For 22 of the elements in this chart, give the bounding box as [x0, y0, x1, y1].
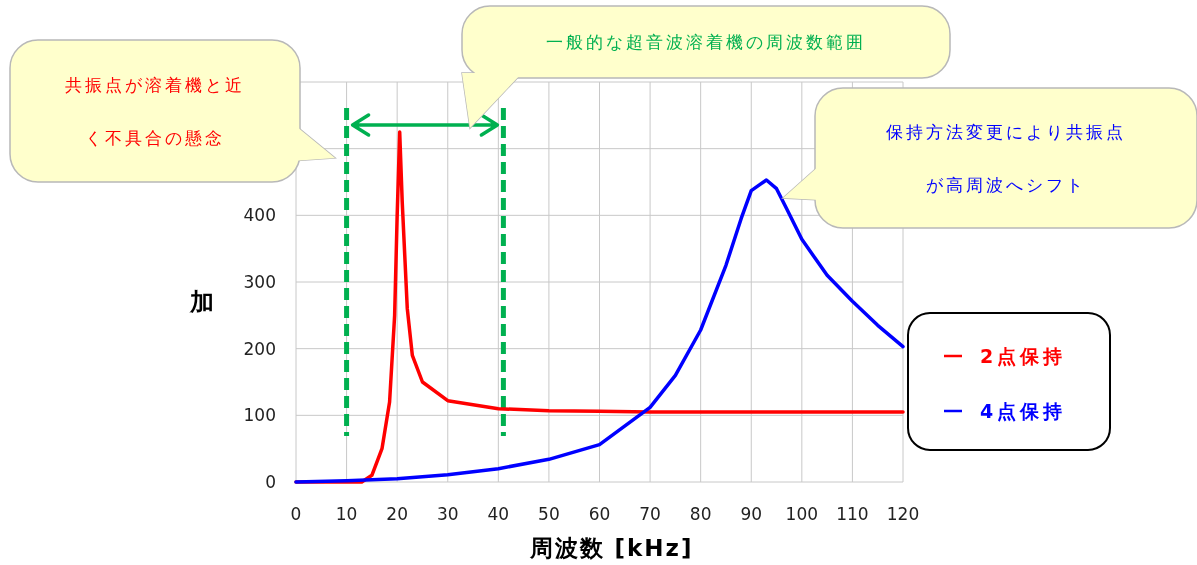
x-tick-label: 110	[836, 504, 869, 524]
x-tick-label: 60	[588, 504, 611, 524]
x-tick-label: 120	[886, 504, 920, 524]
y-axis-title: 加	[189, 288, 214, 316]
x-tick-label: 80	[689, 504, 712, 524]
x-tick-label: 70	[639, 504, 661, 524]
x-tick-label: 10	[335, 504, 358, 524]
y-tick-label: 300	[243, 272, 276, 292]
x-tick-label: 30	[436, 504, 459, 524]
legend-label: 4点保持	[980, 400, 1067, 422]
x-tick-label: 90	[740, 504, 763, 524]
y-tick-label: 200	[243, 338, 276, 359]
y-tick-label: 0	[265, 472, 276, 492]
x-tick-label: 100	[785, 504, 819, 524]
legend-label: 2点保持	[980, 345, 1067, 367]
y-tick-label: 100	[243, 405, 276, 426]
x-tick-label: 20	[386, 504, 408, 524]
x-tick-label: 50	[538, 504, 560, 524]
x-tick-label: 40	[487, 504, 510, 524]
x-axis-title: 周波数 [kHz]	[528, 535, 694, 561]
y-tick-label: 400	[243, 205, 276, 226]
x-tick-label: 0	[290, 504, 302, 524]
